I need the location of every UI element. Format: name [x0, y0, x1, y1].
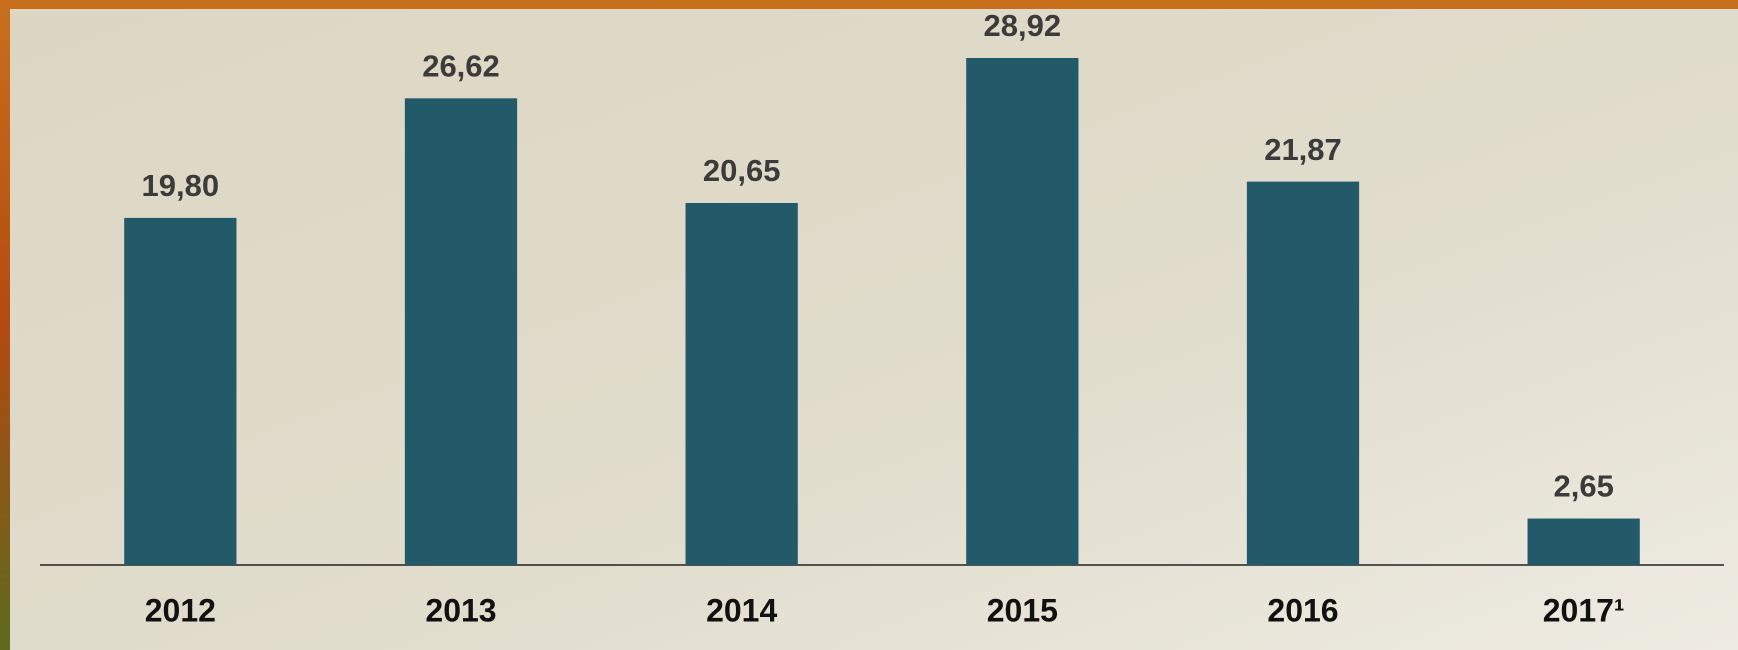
x-tick-label: 2012 — [145, 592, 216, 628]
bar — [966, 58, 1079, 565]
value-label: 2,65 — [1553, 469, 1613, 504]
bar — [685, 202, 798, 565]
x-tick-label: 2016 — [1267, 592, 1338, 628]
value-label: 19,80 — [142, 168, 220, 203]
x-tick-label: 2015 — [987, 592, 1058, 628]
value-label: 28,92 — [984, 8, 1062, 43]
bar — [1246, 181, 1360, 565]
value-label: 20,65 — [703, 153, 781, 188]
value-label: 26,62 — [422, 49, 500, 84]
x-tick-label: 2017¹ — [1543, 592, 1625, 628]
background — [10, 9, 1738, 650]
x-tick-label: 2013 — [425, 592, 496, 628]
bar — [124, 217, 237, 565]
bar — [1527, 518, 1640, 565]
x-tick-label: 2014 — [706, 592, 777, 628]
value-label: 21,87 — [1264, 132, 1342, 167]
bar — [404, 98, 518, 565]
